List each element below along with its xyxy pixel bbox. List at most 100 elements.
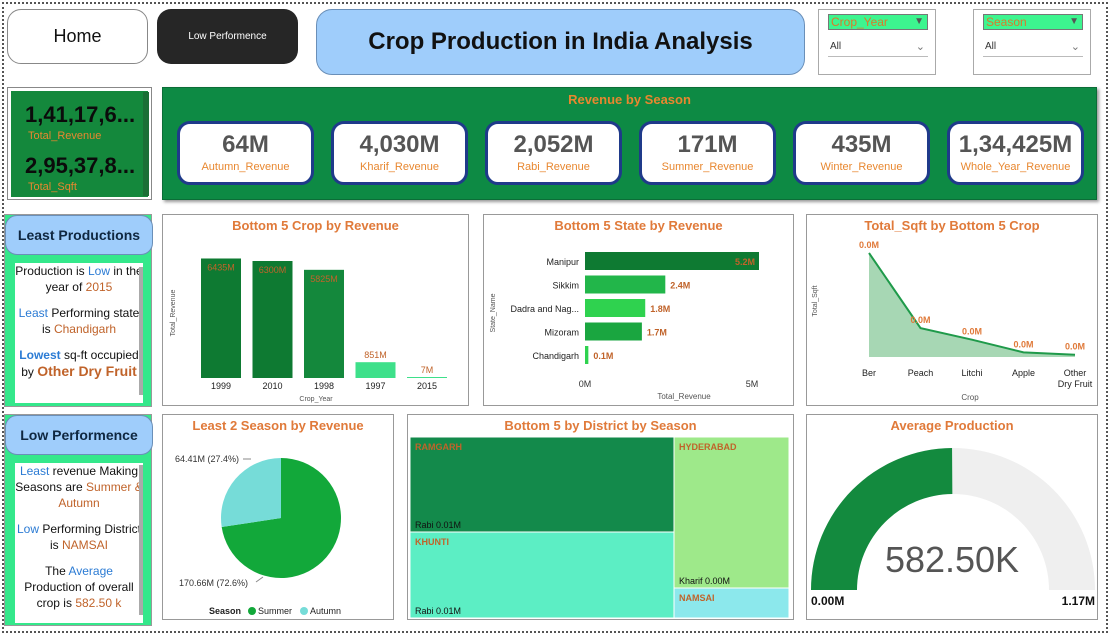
- x-axis-title: Crop_Year: [299, 396, 333, 403]
- card-label: Summer_Revenue: [661, 161, 754, 173]
- season-slicer: Season ▼ All ⌄: [973, 9, 1091, 75]
- point-data-label: 0.0M: [1013, 339, 1033, 349]
- bottom-5-crop-chart: Bottom 5 Crop by Revenue 6435M 1999 6300M 2…: [162, 214, 469, 406]
- y-tick-label: Manipur: [546, 257, 579, 267]
- y-tick-label: Chandigarh: [532, 351, 579, 361]
- x-tick-label: 2010: [262, 381, 282, 391]
- gauge-max-label: 1.17M: [1062, 594, 1095, 608]
- season-slicer-header[interactable]: Season ▼: [983, 14, 1083, 30]
- legend-label: Summer: [258, 606, 292, 616]
- bar: [304, 269, 344, 378]
- insight-line: The Average Production of overall crop i…: [24, 564, 134, 610]
- district-treemap-chart: Bottom 5 by District by Season RAMGARH Ra…: [407, 414, 794, 620]
- bar-data-label: 0.1M: [593, 351, 613, 361]
- season-dropdown[interactable]: All ⌄: [983, 39, 1083, 57]
- x-tick-label: Dry Fruit: [1058, 379, 1093, 389]
- treemap-season-label: Rabi 0.01M: [415, 520, 461, 530]
- x-tick-label: Ber: [862, 368, 876, 378]
- season-slicer-title: Season: [986, 15, 1027, 29]
- treemap-district-label: RAMGARH: [415, 442, 462, 452]
- bar-data-label: 6300M: [259, 265, 287, 275]
- crop-year-slicer-header[interactable]: Crop_Year ▼: [828, 14, 928, 30]
- insight-line: Least revenue Making Seasons are Summer …: [15, 464, 143, 510]
- card-value: 1,34,425M: [958, 131, 1073, 158]
- card-label: Winter_Revenue: [820, 161, 903, 173]
- chart-title: Total_Sqft by Bottom 5 Crop: [864, 218, 1040, 233]
- x-tick-label: 1999: [211, 381, 231, 391]
- kpi-card: 1,41,17,6... Total_Revenue 2,95,37,8... …: [7, 87, 152, 200]
- area-line: [868, 252, 1076, 356]
- bar: [355, 362, 396, 378]
- x-tick-label: 0M: [579, 379, 592, 389]
- kpi-scrollbar[interactable]: [143, 92, 149, 196]
- chart-title: Bottom 5 State by Revenue: [554, 218, 723, 233]
- pie-leader-line: [255, 576, 264, 583]
- total-sqft-label: Total_Sqft: [28, 181, 77, 193]
- card-value: 2,052M: [513, 131, 594, 158]
- legend-label: Autumn: [310, 606, 341, 616]
- bar-data-label: 7M: [421, 365, 434, 375]
- x-tick-label: 1997: [365, 381, 385, 391]
- bar: [252, 261, 293, 378]
- card-value: 4,030M: [359, 131, 440, 158]
- bar: [585, 252, 759, 270]
- x-tick-label: Litchi: [961, 368, 982, 378]
- bar: [585, 299, 646, 317]
- least-2-season-chart: Least 2 Season by Revenue 64.41M (27.4%)…: [162, 414, 394, 620]
- chart-title: Bottom 5 Crop by Revenue: [232, 218, 399, 233]
- point-data-label: 0.0M: [910, 315, 930, 325]
- autumn-revenue-card: 64M Autumn_Revenue: [177, 121, 314, 185]
- whole-year-revenue-card: 1,34,425M Whole_Year_Revenue: [947, 121, 1084, 185]
- y-tick-label: Dadra and Nag...: [510, 304, 579, 314]
- revenue-by-season-panel: Revenue by Season 64M Autumn_Revenue 4,03…: [162, 87, 1097, 200]
- kharif-revenue-card: 4,030M Kharif_Revenue: [331, 121, 468, 185]
- pie-slice-summer: [221, 458, 341, 578]
- low-performence-panel: Low Performence Least revenue Making Sea…: [4, 414, 153, 626]
- bottom-5-state-svg: Manipur 5.2M Sikkim 2.4M Dadra and Nag... 1.8…: [490, 252, 759, 401]
- legend-marker: [248, 607, 256, 615]
- treemap-district-label: NAMSAI: [679, 593, 715, 603]
- least-productions-title: Least Productions: [5, 215, 153, 255]
- chart-title: Least 2 Season by Revenue: [192, 418, 364, 433]
- total-sqft-value: 2,95,37,8...: [25, 153, 136, 178]
- y-axis-title: Total_Sqft: [812, 285, 819, 316]
- bottom-5-state-chart: Bottom 5 State by Revenue Manipur 5.2M Sik…: [483, 214, 794, 406]
- treemap-district-label: KHUNTI: [415, 537, 449, 547]
- bar: [201, 258, 241, 378]
- chevron-down-icon: ▼: [914, 16, 924, 27]
- average-production-chart: Average Production 0.00M 1.17M 582.50K: [806, 414, 1098, 620]
- chevron-down-icon: ⌄: [915, 41, 925, 53]
- point-data-label: 0.0M: [962, 327, 982, 337]
- card-value: 171M: [677, 131, 738, 158]
- card-label: Autumn_Revenue: [201, 161, 290, 173]
- treemap-season-label: Kharif 0.00M: [679, 576, 730, 586]
- treemap-cell: [409, 531, 675, 619]
- treemap-season-label: Rabi 0.01M: [415, 606, 461, 616]
- low-performence-scrollbar[interactable]: [139, 465, 143, 615]
- x-axis-title: Total_Revenue: [657, 392, 711, 401]
- treemap-cell: [409, 436, 675, 533]
- least-productions-panel: Least Productions Production is Low in t…: [4, 214, 153, 407]
- average-production-svg: 0.00M 1.17M: [811, 448, 1095, 608]
- card-value: 435M: [831, 131, 892, 158]
- least-productions-scrollbar[interactable]: [139, 267, 143, 395]
- bar: [585, 322, 642, 341]
- low-performence-button[interactable]: Low Performence: [157, 9, 298, 64]
- x-tick-label: 5M: [746, 379, 759, 389]
- treemap-district-label: HYDERABAD: [679, 442, 737, 452]
- crop-year-dropdown[interactable]: All ⌄: [828, 39, 928, 57]
- bar-data-label: 5.2M: [735, 257, 755, 267]
- home-button[interactable]: Home: [7, 9, 148, 64]
- point-data-label: 0.0M: [1065, 342, 1085, 352]
- sqft-by-crop-chart: Total_Sqft by Bottom 5 Crop 0.0M Ber 0.0M P…: [806, 214, 1098, 406]
- y-tick-label: Sikkim: [553, 281, 580, 291]
- crop-year-value: All: [830, 41, 842, 52]
- gauge-fill: [811, 448, 953, 590]
- rabi-revenue-card: 2,052M Rabi_Revenue: [485, 121, 622, 185]
- pie-slice-autumn: [221, 458, 281, 528]
- sqft-by-crop-svg: 0.0M Ber 0.0M Peach 0.0M Litchi 0.0M Apple 0.0M O…: [812, 240, 1093, 402]
- x-axis-title: Crop: [961, 393, 979, 402]
- insight-line: Low Performing District is NAMSAI: [16, 522, 142, 552]
- crop-year-slicer-title: Crop_Year: [831, 15, 888, 29]
- season-value: All: [985, 41, 997, 52]
